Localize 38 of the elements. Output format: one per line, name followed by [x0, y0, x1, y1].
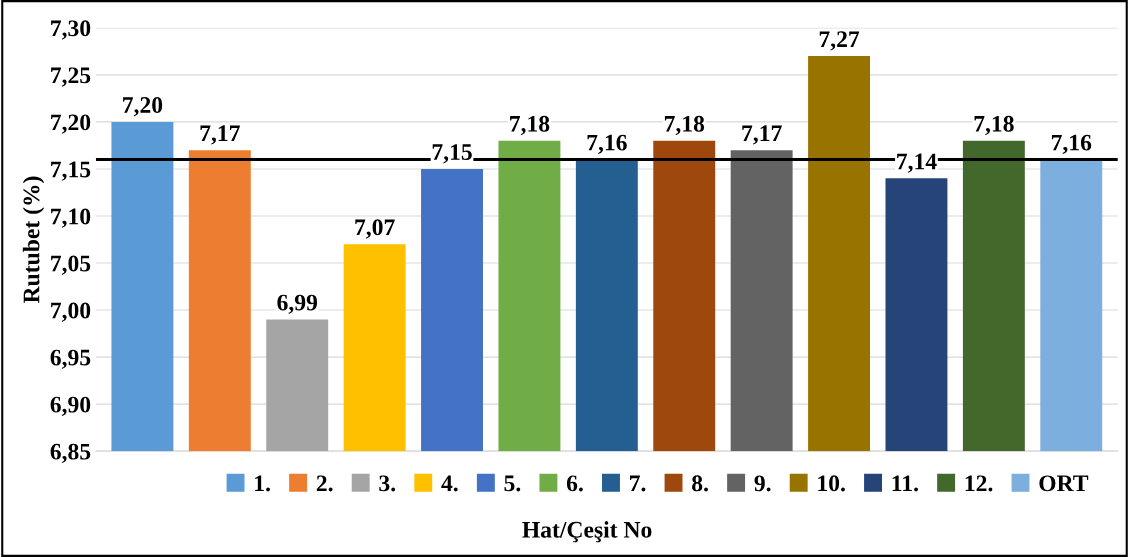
data-label: 6,99	[277, 294, 318, 314]
y-tick-label: 7,15	[51, 161, 91, 181]
legend-label: ORT	[1039, 475, 1089, 492]
data-label: 7,18	[510, 115, 550, 136]
data-label: 7,17	[742, 125, 782, 145]
data-label: 7,15	[432, 144, 472, 164]
data-label: 7,18	[664, 115, 705, 136]
x-axis-title: Hat/Çeşit No	[522, 521, 652, 543]
y-tick-label: 7,00	[51, 302, 91, 322]
legend-label: 4.	[441, 475, 458, 492]
y-tick-label: 6,90	[50, 396, 91, 416]
legend-label: 6.	[566, 475, 583, 492]
y-tick-label: 7,30	[51, 20, 91, 40]
legend-label: 10.	[818, 475, 845, 492]
legend-label: 7.	[630, 475, 646, 492]
data-label: 7,17	[200, 125, 240, 145]
data-label: 7,18	[974, 115, 1014, 136]
data-label: 7,16	[587, 134, 627, 155]
y-tick-label: 7,25	[51, 67, 91, 87]
legend-label: 11.	[892, 475, 918, 492]
y-tick-label: 6,85	[50, 443, 91, 464]
y-tick-label: 7,05	[51, 255, 91, 275]
data-label: 7,20	[123, 97, 163, 117]
y-tick-label: 6,95	[50, 349, 91, 369]
legend-label: 9.	[754, 475, 771, 492]
legend-label: 5.	[504, 475, 521, 492]
data-label: 7,14	[897, 153, 937, 173]
legend-label: 3.	[379, 475, 396, 492]
data-label: 7,16	[1051, 134, 1092, 155]
data-label: 7,27	[819, 31, 860, 51]
legend-label: 12.	[965, 475, 993, 492]
legend-label: 8.	[692, 475, 708, 492]
legend-label: 2.	[316, 475, 333, 492]
y-tick-label: 7,20	[51, 114, 91, 134]
y-tick-label: 7,10	[51, 208, 91, 228]
data-label: 7,07	[355, 219, 395, 239]
y-axis-title: Rutubet (%)	[22, 176, 45, 304]
legend-label: 1.	[255, 475, 270, 492]
